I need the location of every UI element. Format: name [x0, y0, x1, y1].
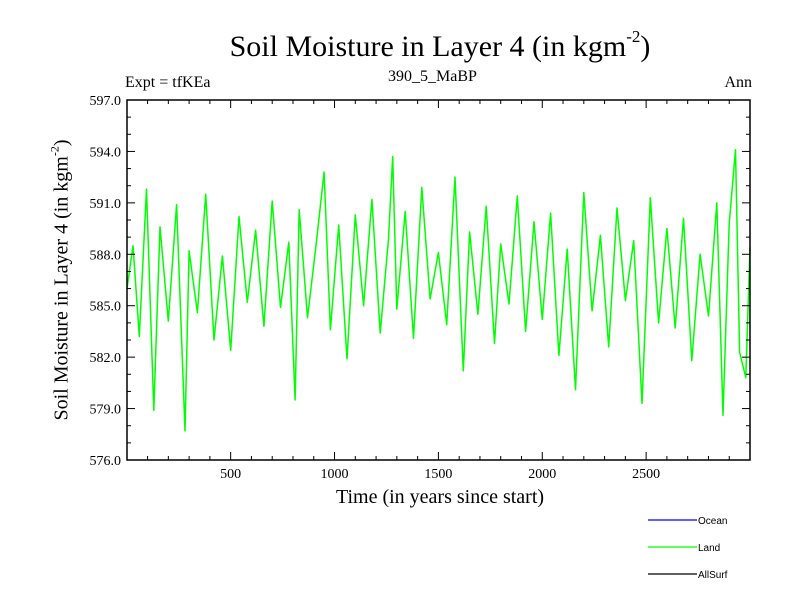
experiment-label: Expt = tfKEa — [125, 74, 211, 91]
x-tick-label: 2000 — [528, 467, 556, 482]
x-tick-label: 1000 — [321, 467, 349, 482]
y-tick-label: 591.0 — [90, 197, 122, 212]
y-tick-label: 588.0 — [90, 248, 122, 263]
y-tick-label: 576.0 — [90, 454, 122, 469]
chart-title-text: Soil Moisture in Layer 4 (in kgm — [229, 30, 627, 63]
legend: Ocean Land AllSurf — [648, 516, 728, 581]
y-tick-label: 582.0 — [90, 351, 122, 366]
x-tick-label: 500 — [220, 467, 241, 482]
ticks-layer: 500 1000 1500 2000 2500 576.0 579.0 582.0 585.0 5… — [90, 94, 750, 482]
run-name-label: 390_5_MaBP — [388, 68, 477, 85]
x-tick-label: 1500 — [424, 467, 452, 482]
legend-label-land: Land — [698, 543, 720, 554]
legend-label-allsurf: AllSurf — [698, 570, 728, 581]
series-layer — [126, 148, 751, 432]
y-tick-label: 594.0 — [90, 145, 122, 160]
legend-label-ocean: Ocean — [698, 516, 727, 527]
chart-title-end: ) — [640, 30, 651, 63]
chart-title-superscript: -2 — [626, 27, 641, 46]
x-tick-label: 2500 — [632, 467, 660, 482]
y-tick-label: 585.0 — [90, 300, 122, 315]
y-tick-label: 597.0 — [90, 94, 122, 109]
chart-title: Soil Moisture in Layer 4 (in kgm-2) — [0, 27, 800, 64]
y-tick-label: 579.0 — [90, 403, 122, 418]
season-label: Ann — [724, 74, 752, 91]
x-axis-label: Time (in years since start) — [335, 486, 545, 508]
series-line-land — [126, 148, 751, 432]
